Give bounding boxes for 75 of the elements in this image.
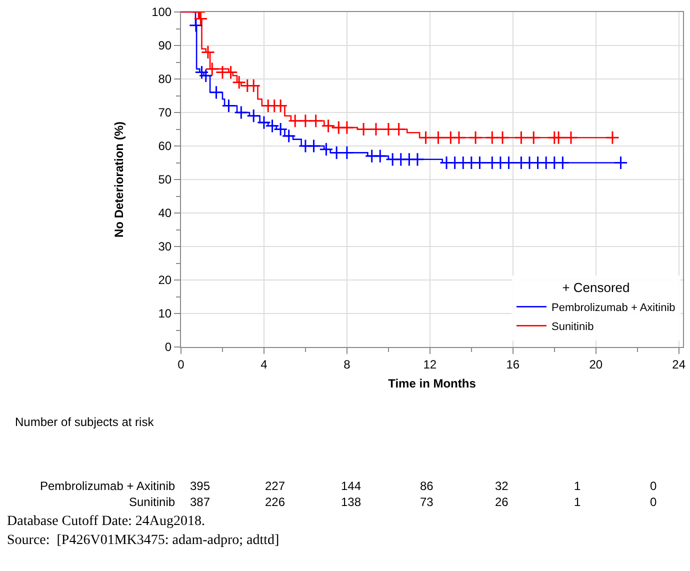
x-axis-title: Time in Months — [388, 376, 476, 390]
text: 226 — [265, 495, 286, 509]
y-tick-label: 60 — [158, 139, 172, 154]
y-tick-label: 40 — [158, 206, 172, 220]
point — [234, 105, 248, 120]
y-tick-label: 100 — [152, 5, 172, 20]
text: 144 — [341, 479, 362, 493]
point — [356, 122, 371, 136]
point — [605, 130, 620, 145]
y-tick-label: 50 — [158, 172, 172, 187]
x-tick-label: 0 — [178, 357, 185, 372]
text: Database Cutoff Date: 24Aug2018. — [7, 514, 206, 529]
point — [418, 130, 433, 145]
y-tick-label: 70 — [158, 106, 172, 120]
point — [198, 68, 213, 83]
legend-label: Pembrolizumab + Axitinib — [551, 302, 676, 314]
point — [614, 156, 628, 170]
point — [319, 142, 334, 156]
point — [209, 85, 224, 100]
point — [368, 122, 384, 136]
x-tick-label: 12 — [423, 357, 437, 372]
point — [495, 130, 510, 145]
y-tick-label: 30 — [158, 240, 172, 254]
text: 227 — [265, 479, 286, 493]
text: 1 — [574, 495, 581, 509]
text: 395 — [190, 479, 210, 493]
y-tick-label: 90 — [158, 38, 172, 53]
point — [468, 130, 483, 145]
text: 138 — [341, 495, 362, 509]
point — [564, 130, 578, 145]
text: 26 — [495, 495, 509, 509]
point — [194, 65, 209, 80]
point — [246, 108, 261, 123]
point — [452, 130, 466, 145]
source-note: Source: [P426V01MK3475: adam-adpro; adttd] — [7, 533, 280, 548]
text: 73 — [420, 495, 434, 509]
text: 0 — [650, 479, 657, 493]
point — [526, 130, 541, 145]
text: Number of subjects at risk — [15, 415, 155, 429]
text: 32 — [495, 479, 509, 493]
point — [194, 12, 208, 26]
text: 387 — [190, 495, 210, 509]
legend-title: + Censored — [562, 280, 630, 296]
point — [373, 149, 388, 164]
point — [321, 118, 336, 133]
point — [431, 130, 446, 145]
point — [551, 130, 566, 145]
y-tick-label: 10 — [158, 306, 172, 321]
point — [410, 152, 425, 166]
point — [205, 62, 220, 76]
text: 1 — [574, 479, 581, 493]
point — [256, 116, 272, 130]
point — [308, 114, 323, 128]
y-tick-label: 20 — [158, 273, 172, 288]
x-tick-label: 20 — [589, 357, 603, 372]
y-tick-label: 0 — [164, 340, 172, 354]
legend-label: Sunitinib — [551, 320, 594, 333]
x-tick-label: 16 — [506, 357, 520, 372]
point — [265, 118, 280, 133]
x-tick-label: 8 — [344, 357, 351, 372]
x-tick-label: 4 — [260, 357, 268, 372]
point — [222, 98, 236, 113]
text: 86 — [420, 479, 434, 493]
text: 0 — [650, 495, 657, 509]
point — [188, 18, 203, 32]
y-tick-label: 80 — [158, 72, 172, 86]
point — [306, 138, 321, 154]
point — [232, 75, 246, 90]
text: Pembrolizumab + Axitinib — [40, 479, 176, 493]
point — [200, 45, 216, 60]
point — [340, 120, 354, 135]
text: Sunitinib — [129, 495, 176, 509]
x-tick-label: 24 — [672, 357, 686, 372]
point — [514, 130, 528, 145]
y-axis-title: No Deterioration (%) — [112, 121, 126, 238]
